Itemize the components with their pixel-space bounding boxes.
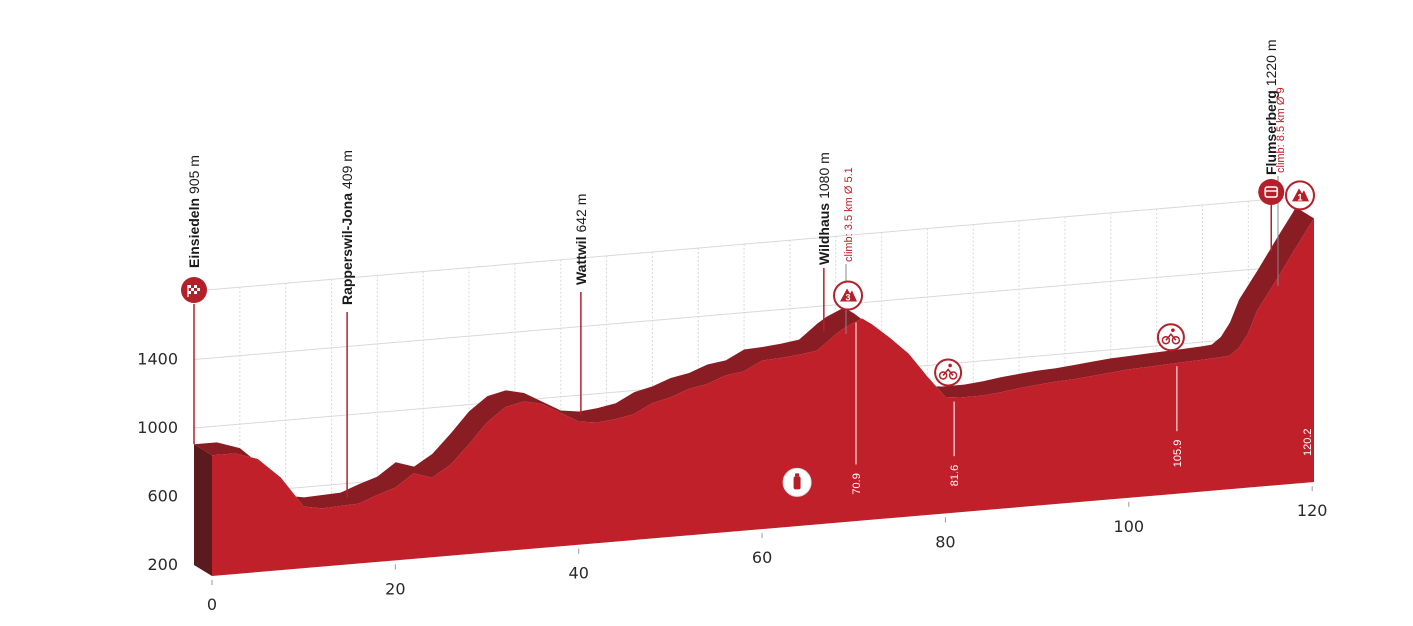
y-tick-label: 600 <box>147 487 178 506</box>
bike-wheel <box>948 371 958 380</box>
profile-layer <box>194 207 1314 577</box>
x-tick-label: 20 <box>385 579 405 598</box>
km-distance-label: 70.9 <box>851 473 863 494</box>
sprint-marker <box>934 358 963 387</box>
bike-wheel <box>1161 335 1171 345</box>
x-tick-label: 40 <box>569 564 589 583</box>
label-layer: Einsiedeln 905 m Rapperswil-Jona 409 m Wattw… <box>186 39 1314 498</box>
y-tick-label: 200 <box>147 555 178 574</box>
bike-wheel <box>1171 335 1181 345</box>
place-name: Rapperswil-Jona <box>339 193 355 305</box>
mountain-icon <box>1292 188 1309 202</box>
place-name: Einsiedeln <box>186 198 202 268</box>
profile-elevation-area <box>212 218 1314 577</box>
km-distance-label: 81.6 <box>949 465 961 486</box>
flag-square <box>194 291 197 294</box>
bike-frame <box>1165 333 1177 341</box>
checkered-flag-glyph <box>187 285 200 297</box>
place-altitude: 642 m <box>573 194 589 233</box>
place-label: Flumserberg 1220 m <box>1263 39 1279 175</box>
flag-square <box>197 288 200 291</box>
bicycle-icon <box>1161 328 1181 345</box>
profile-road-surface <box>194 207 1314 509</box>
y-tick-label: 1400 <box>137 350 178 369</box>
mountain-icon <box>840 288 858 302</box>
km-distance-label: 120.2 <box>1302 428 1314 456</box>
y-tick-label: 1000 <box>137 418 178 437</box>
finish-icon <box>1258 179 1285 205</box>
x-tick-label: 60 <box>752 548 772 567</box>
climb-info-label: climb: 3.5 km Ø 5.1 <box>843 167 855 262</box>
x-tick-label: 0 <box>207 595 217 614</box>
place-name: Wildhaus <box>816 203 832 265</box>
rider-head <box>1171 328 1175 333</box>
bicycle-icon <box>938 363 958 380</box>
place-label: Wildhaus 1080 m <box>816 152 832 265</box>
bottle-cap <box>795 473 800 477</box>
axis-layer: 0 20 40 60 80 100 120 200 600 1000 1400 <box>137 350 1327 614</box>
sprint-marker <box>1156 323 1185 352</box>
place-label: Rapperswil-Jona 409 m <box>339 150 355 305</box>
marker-layer: 31 <box>181 179 1315 497</box>
kom-category-label: 1 <box>1297 192 1302 202</box>
flag-square <box>191 288 194 291</box>
place-label: Einsiedeln 905 m <box>186 155 202 268</box>
climb-info-label: climb: 8.5 km Ø 9 <box>1275 87 1287 173</box>
kom-category-label: 3 <box>846 293 851 303</box>
x-tick-label: 100 <box>1114 517 1145 536</box>
x-tick-label: 120 <box>1297 501 1328 520</box>
place-name: Wattwil <box>573 237 589 285</box>
bike-frame <box>942 368 954 376</box>
bottle-icon <box>793 476 801 490</box>
place-altitude: 905 m <box>186 155 202 194</box>
place-name: Flumserberg <box>1263 90 1279 175</box>
x-tick-label: 80 <box>935 532 955 551</box>
place-altitude: 409 m <box>339 150 355 189</box>
finish-arch-glyph <box>1264 186 1279 198</box>
grid-line-horizontal <box>193 265 1297 361</box>
rider-head <box>948 363 952 368</box>
flag-square <box>194 285 197 288</box>
km-distance-label: 105.9 <box>1172 440 1184 468</box>
profile-side-face <box>194 444 212 576</box>
grid-line-horizontal <box>193 196 1297 292</box>
place-altitude: 1080 m <box>816 152 832 199</box>
place-altitude: 1220 m <box>1263 39 1279 86</box>
flag-square <box>188 285 191 288</box>
flag-square <box>188 291 191 294</box>
bike-wheel <box>938 371 948 380</box>
place-label: Wattwil 642 m <box>573 194 589 285</box>
